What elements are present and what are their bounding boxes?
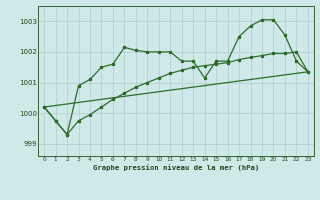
X-axis label: Graphe pression niveau de la mer (hPa): Graphe pression niveau de la mer (hPa): [93, 164, 259, 171]
